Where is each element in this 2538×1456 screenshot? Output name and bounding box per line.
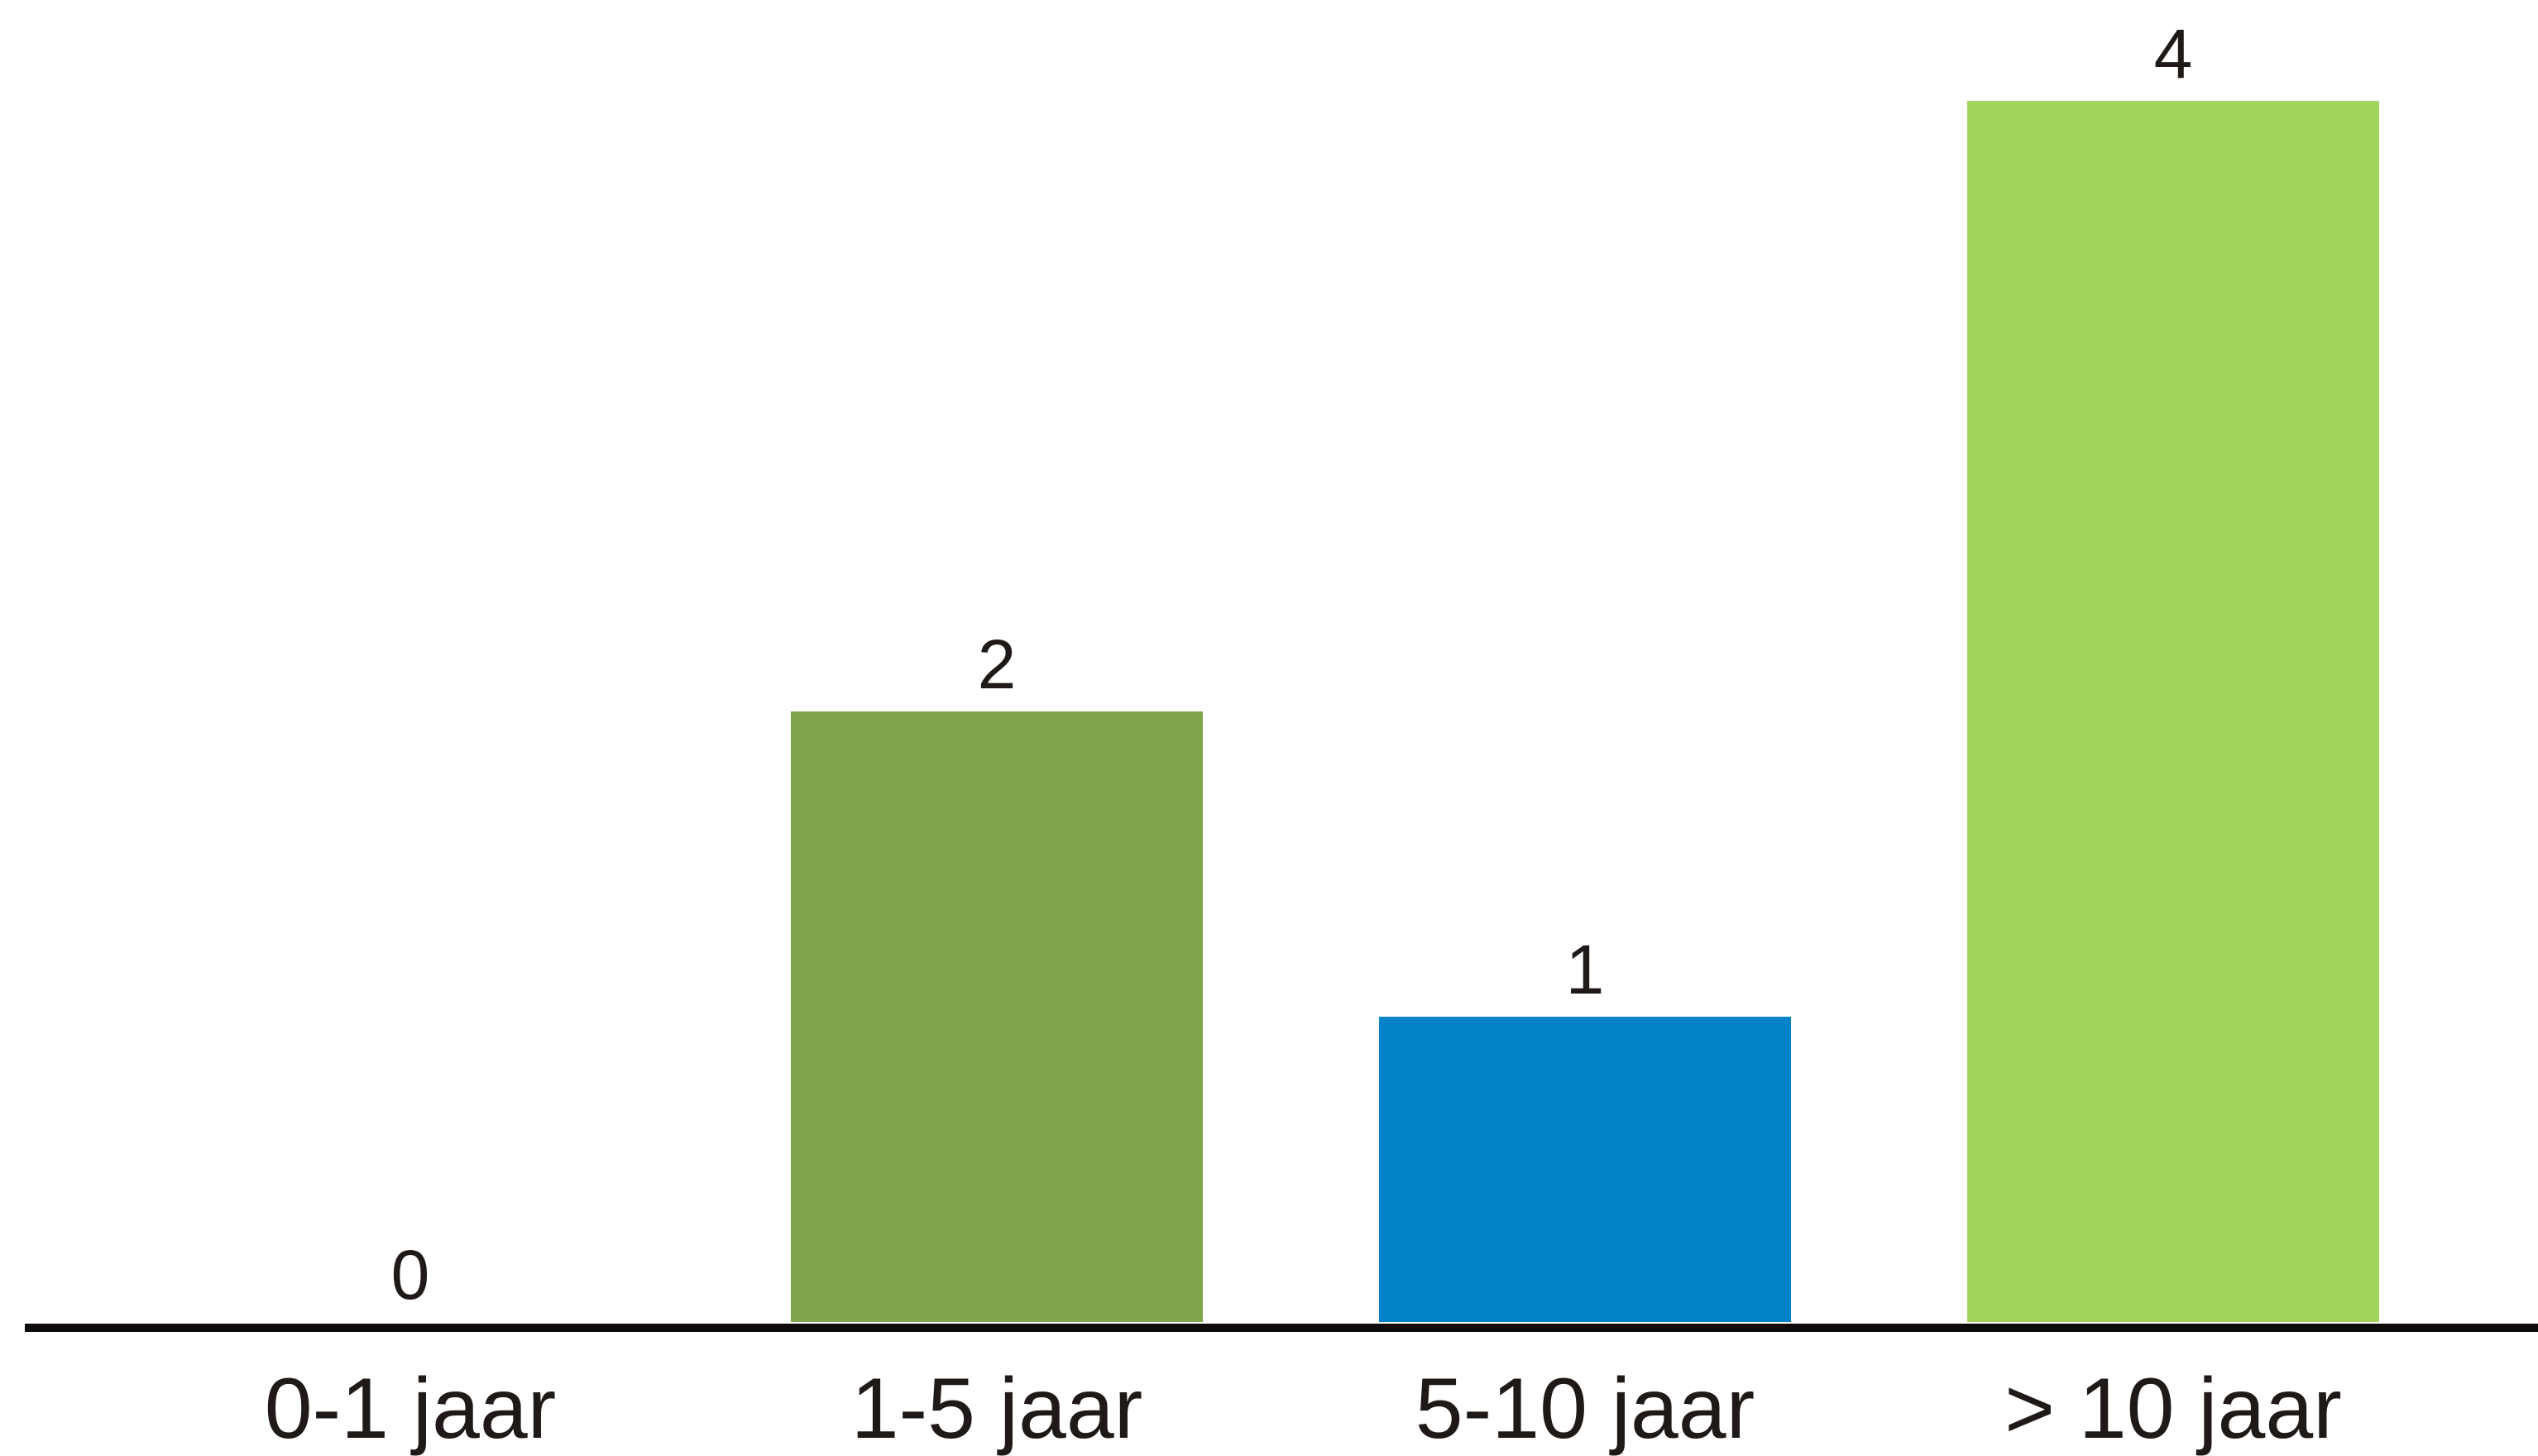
data-label-3: 1 (1566, 931, 1605, 1008)
x-tick-label-3: 5-10 jaar (1415, 1361, 1755, 1456)
x-tick-label-1: 0-1 jaar (265, 1361, 557, 1456)
bar-3 (1379, 1017, 1791, 1322)
data-label-2: 2 (978, 625, 1017, 703)
x-tick-label-2: 1-5 jaar (851, 1361, 1143, 1456)
data-label-4: 4 (2154, 15, 2193, 93)
x-tick-label-4: > 10 jaar (2004, 1361, 2342, 1456)
bars-group (791, 101, 2379, 1322)
bar-4 (1967, 101, 2379, 1322)
data-label-1: 0 (391, 1236, 430, 1314)
value-labels-group: 0 2 1 4 (391, 15, 2193, 1314)
category-labels-group: 0-1 jaar 1-5 jaar 5-10 jaar > 10 jaar (265, 1361, 2342, 1456)
bar-2 (791, 711, 1203, 1322)
